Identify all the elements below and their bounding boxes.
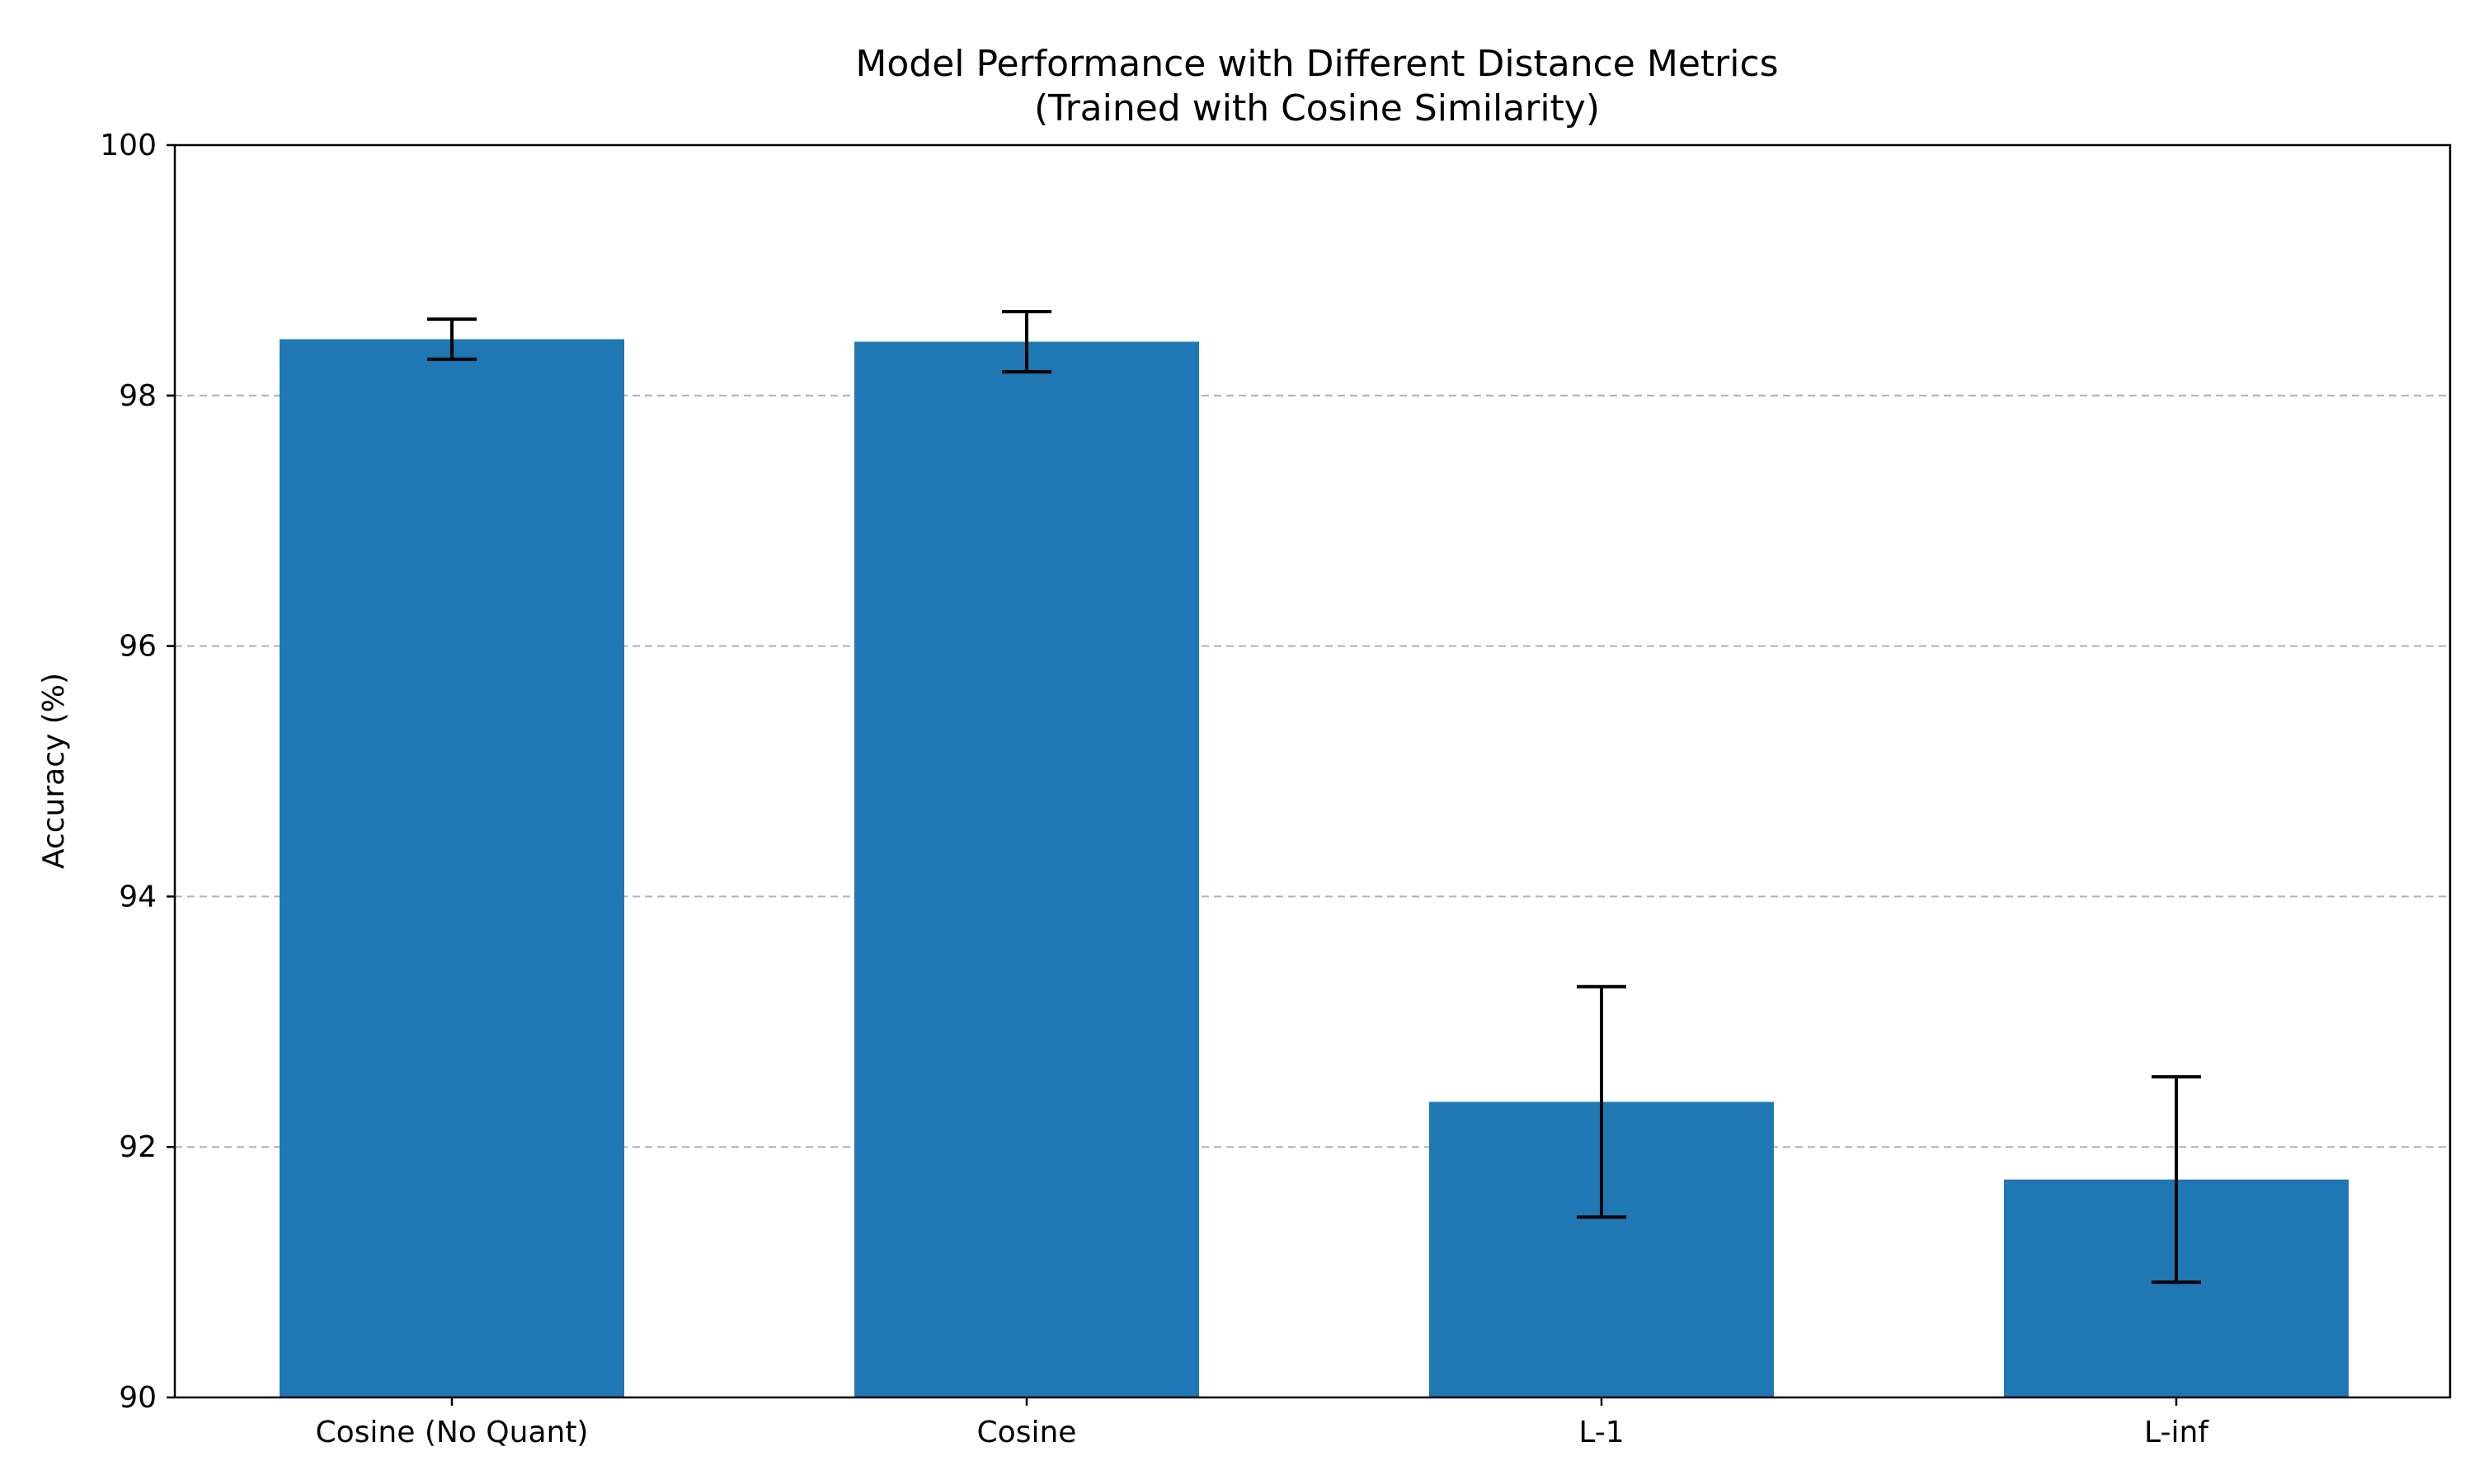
y-tick-label: 100 — [100, 129, 157, 162]
plot-frame — [173, 143, 2452, 1399]
y-tick-label: 92 — [119, 1130, 157, 1164]
x-axis-ticks: Cosine (No Quant) Cosine L-1 L-inf — [316, 1397, 2209, 1449]
y-tick-label: 98 — [119, 379, 157, 413]
error-bars — [427, 310, 2201, 1284]
y-tick-label: 94 — [119, 880, 157, 913]
x-tick-label: Cosine — [977, 1416, 1077, 1449]
bar — [280, 339, 624, 1397]
x-tick-label: Cosine (No Quant) — [316, 1416, 589, 1449]
x-tick-label: L-inf — [2144, 1416, 2209, 1449]
y-axis-ticks: 90 92 94 96 98 100 — [100, 129, 175, 1415]
chart-title: Model Performance with Different Distanc… — [855, 43, 1778, 85]
bars — [280, 339, 2349, 1397]
y-tick-label: 90 — [119, 1381, 157, 1415]
bar — [854, 341, 1199, 1397]
chart-subtitle: (Trained with Cosine Similarity) — [1034, 87, 1600, 129]
gridlines — [175, 394, 2450, 1148]
x-tick-label: L-1 — [1578, 1416, 1624, 1449]
y-tick-label: 96 — [119, 630, 157, 664]
y-axis-label: Accuracy (%) — [37, 673, 71, 869]
